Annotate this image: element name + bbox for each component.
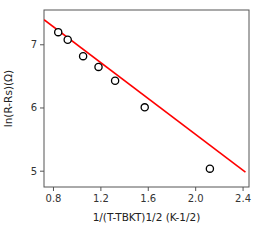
y-tick (40, 171, 44, 172)
data-point (141, 104, 148, 111)
y-tick (40, 44, 44, 45)
x-tick-label: 2.4 (235, 193, 251, 204)
x-tick (195, 187, 196, 191)
data-point (64, 36, 71, 43)
x-tick (53, 187, 54, 191)
data-point (80, 53, 87, 60)
x-tick (100, 187, 101, 191)
data-point (206, 165, 213, 172)
plot-frame (44, 10, 249, 187)
x-axis-label: 1/(T-TBKT)1/2 (K-1/2) (93, 211, 201, 223)
x-tick-label: 1.2 (93, 193, 109, 204)
x-tick-label: 2.0 (188, 193, 204, 204)
y-tick-label: 7 (31, 39, 37, 50)
y-tick (40, 107, 44, 108)
y-axis-label: ln(R-Rs)(Ω) (2, 70, 14, 127)
y-tick-label: 5 (31, 166, 37, 177)
x-tick-label: 0.8 (46, 193, 62, 204)
fit-line (44, 20, 245, 173)
chart: 0.8 1.2 1.6 2.0 2.4 5 6 7 1/(T-TBKT)1/2 (K-1/2) l… (0, 0, 259, 227)
data-point (55, 29, 62, 36)
data-point (111, 77, 118, 84)
x-tick-label: 1.6 (140, 193, 156, 204)
chart-container: 0.8 1.2 1.6 2.0 2.4 5 6 7 1/(T-TBKT)1/2 (K-1/2) l… (0, 0, 259, 227)
data-point (95, 63, 102, 70)
x-tick (243, 187, 244, 191)
y-tick-label: 6 (31, 102, 37, 113)
plot-area (44, 20, 245, 173)
x-tick (148, 187, 149, 191)
